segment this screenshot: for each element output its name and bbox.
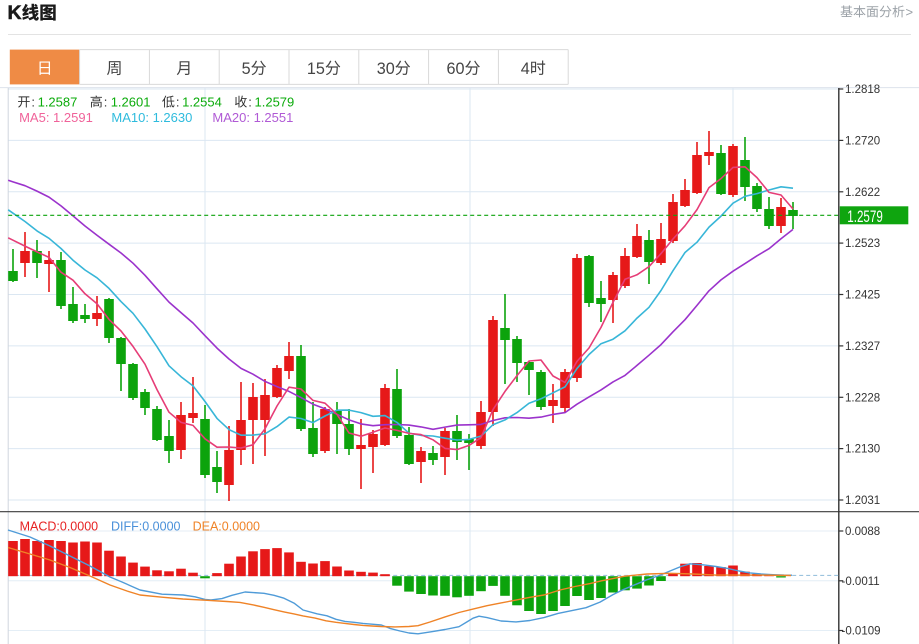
svg-text:DEA:0.0000: DEA:0.0000 [193,520,260,534]
svg-text:1.2601: 1.2601 [111,95,151,110]
svg-text:0.0088: 0.0088 [845,526,880,538]
svg-text:1.2031: 1.2031 [845,495,880,507]
svg-text:MA5: 1.2591: MA5: 1.2591 [19,110,93,125]
svg-text:1.2579: 1.2579 [847,208,883,226]
svg-text::: : [248,95,252,110]
svg-text:5: 5 [242,60,251,78]
svg-text::: : [176,95,180,110]
svg-text:1.2130: 1.2130 [845,444,880,456]
svg-text::: : [104,95,108,110]
svg-text:1.2720: 1.2720 [845,135,880,147]
svg-text:1.2523: 1.2523 [845,238,880,250]
svg-text:K: K [8,2,22,24]
svg-text:1.2579: 1.2579 [255,95,295,110]
svg-text:1.2622: 1.2622 [845,187,880,199]
svg-text:15: 15 [307,60,325,78]
svg-text:MA20: 1.2551: MA20: 1.2551 [212,110,293,125]
svg-text::: : [31,95,35,110]
svg-text:MACD:0.0000: MACD:0.0000 [20,520,99,534]
svg-text:1.2425: 1.2425 [845,290,880,302]
svg-text:1.2818: 1.2818 [845,84,880,96]
svg-text:>: > [906,4,914,19]
svg-text:1.2554: 1.2554 [182,95,222,110]
svg-text:4: 4 [521,60,530,78]
svg-text:1.2327: 1.2327 [845,341,880,353]
svg-text:1.2228: 1.2228 [845,392,880,404]
svg-text:-0.0109: -0.0109 [842,626,881,638]
svg-text:1.2587: 1.2587 [38,95,78,110]
svg-text:60: 60 [447,60,465,78]
svg-text:DIFF:0.0000: DIFF:0.0000 [111,520,181,534]
svg-text:MA10: 1.2630: MA10: 1.2630 [111,110,192,125]
svg-text:30: 30 [377,60,395,78]
svg-text:-0.0011: -0.0011 [842,576,880,588]
